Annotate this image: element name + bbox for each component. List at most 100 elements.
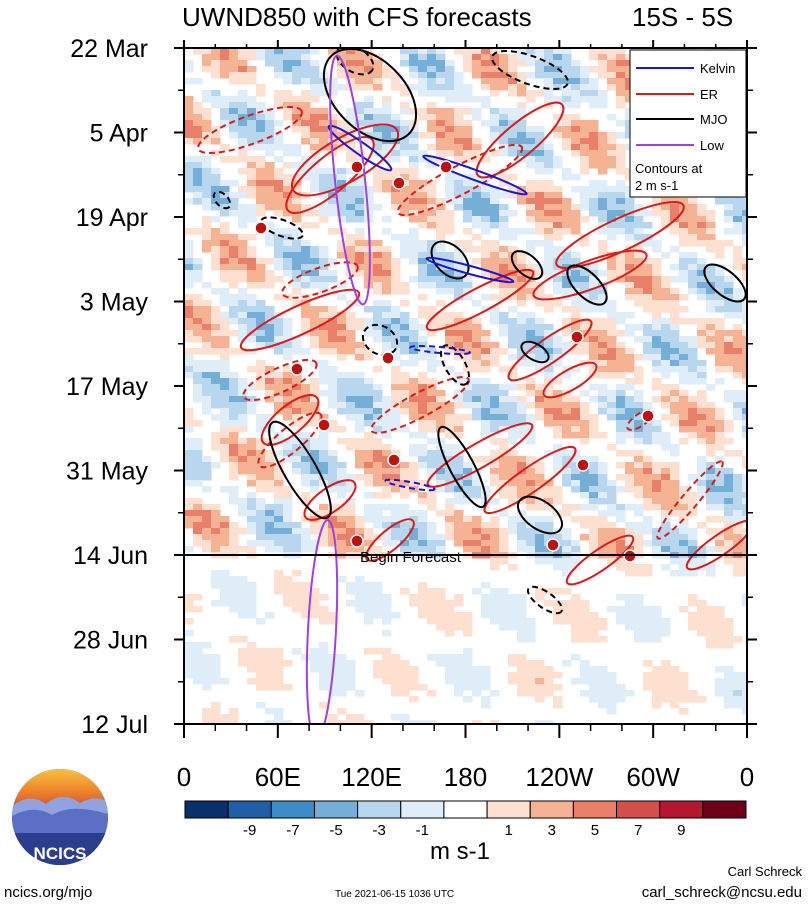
field-cell [274,534,284,541]
field-cell [580,408,590,415]
field-cell [580,636,590,643]
storm-marker [546,538,560,552]
field-cell [526,96,536,103]
field-cell [598,684,608,691]
field-cell [445,60,455,67]
colorbar-tick-label: 3 [548,822,556,839]
field-cell [571,462,581,469]
field-cell [346,438,356,445]
field-cell [310,174,320,181]
field-cell [688,474,698,481]
field-cell [391,366,401,373]
field-cell [355,60,365,67]
field-cell [517,684,527,691]
field-cell [643,528,653,535]
field-cell [535,546,545,553]
field-cell [454,108,464,115]
field-cell [337,384,347,391]
field-cell [463,54,473,61]
field-cell [319,246,329,253]
field-cell [346,180,356,187]
field-cell [445,606,455,613]
field-cell [535,168,545,175]
field-cell [499,492,509,499]
field-cell [427,270,437,277]
field-cell [508,84,518,91]
field-cell [571,624,581,631]
field-cell [625,540,635,547]
field-cell [391,354,401,361]
field-cell [364,72,374,79]
field-cell [526,210,536,217]
field-cell [508,120,518,127]
field-cell [706,528,716,535]
field-cell [472,186,482,193]
field-cell [715,690,725,697]
field-cell [193,180,203,187]
field-cell [373,120,383,127]
field-cell [238,378,248,385]
low-contour [305,519,339,724]
field-cell [193,540,203,547]
field-cell [283,384,293,391]
field-cell [589,678,599,685]
field-cell [490,222,500,229]
field-cell [661,504,671,511]
field-cell [319,84,329,91]
field-cell [706,222,716,229]
field-cell [202,66,212,73]
field-cell [310,528,320,535]
field-cell [589,138,599,145]
field-cell [382,420,392,427]
field-cell [346,252,356,259]
field-cell [202,528,212,535]
field-cell [400,330,410,337]
field-cell [202,54,212,61]
field-cell [409,162,419,169]
field-cell [508,108,518,115]
field-cell [184,282,194,289]
field-cell [418,210,428,217]
field-cell [328,210,338,217]
field-cell [544,48,554,55]
field-cell [616,168,626,175]
field-cell [337,678,347,685]
field-cell [184,252,194,259]
field-cell [409,180,419,187]
field-cell [364,318,374,325]
field-cell [220,432,230,439]
field-cell [526,534,536,541]
field-cell [256,258,266,265]
field-cell [364,138,374,145]
field-cell [742,486,747,493]
field-cell [454,498,464,505]
field-cell [355,72,365,79]
field-cell [274,228,284,235]
field-cell [274,144,284,151]
field-cell [301,240,311,247]
field-cell [229,234,239,241]
field-cell [517,510,527,517]
field-cell [247,612,257,619]
field-cell [274,72,284,79]
field-cell [742,330,747,337]
field-cell [625,324,635,331]
field-cell [526,672,536,679]
field-cell [643,276,653,283]
field-cell [697,480,707,487]
field-cell [490,252,500,259]
field-cell [508,678,518,685]
field-cell [463,150,473,157]
field-cell [445,630,455,637]
field-cell [301,606,311,613]
field-cell [553,354,563,361]
field-cell [328,270,338,277]
field-cell [517,516,527,523]
field-cell [724,276,734,283]
field-cell [634,510,644,517]
field-cell [409,108,419,115]
field-cell [454,186,464,193]
field-cell [670,396,680,403]
field-cell [184,174,194,181]
field-cell [229,462,239,469]
